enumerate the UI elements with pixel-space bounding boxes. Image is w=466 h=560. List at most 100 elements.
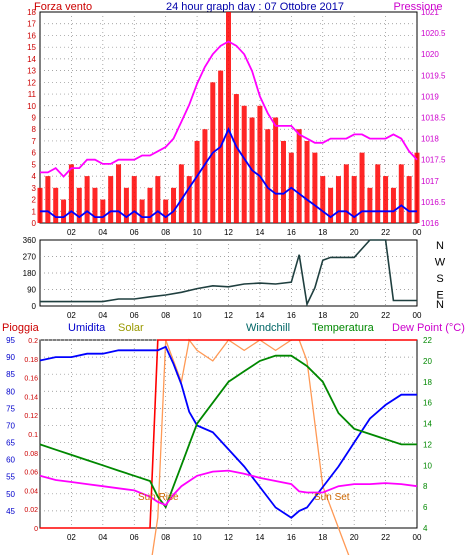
pressure-axis-title: Pressione <box>394 1 443 13</box>
pressure-tick-label: 1017.5 <box>421 156 446 165</box>
rain-tick-label: 0.12 <box>24 413 38 420</box>
wind-gust-bar <box>100 199 106 223</box>
pressure-tick-label: 1021 <box>421 8 439 17</box>
temperature-tick-label: 22 <box>423 336 432 345</box>
rain-tick-label: 0.06 <box>24 470 38 477</box>
wind-tick-label: 10 <box>27 102 36 111</box>
time-tick-label: 16 <box>287 228 296 237</box>
time-tick-label: 06 <box>130 228 139 237</box>
time-tick-label: 10 <box>193 533 202 542</box>
time-tick-label: 20 <box>350 311 359 320</box>
wind-gust-bar <box>257 105 263 223</box>
wind-tick-label: 13 <box>27 67 36 76</box>
legend-humidity: Umidita <box>68 322 106 334</box>
wind-gust-bar <box>37 187 43 223</box>
time-tick-label: 10 <box>193 228 202 237</box>
wind-gust-bar <box>226 12 231 223</box>
wind-gust-bar <box>202 129 208 223</box>
wind-gust-bar <box>406 176 412 223</box>
rain-tick-label: 0.2 <box>28 338 38 345</box>
time-tick-label: 18 <box>318 533 327 542</box>
time-tick-label: 10 <box>193 311 202 320</box>
time-tick-label: 02 <box>67 311 76 320</box>
wind-tick-label: 1 <box>32 207 37 216</box>
wind-tick-label: 0 <box>32 219 37 228</box>
humidity-tick-label: 75 <box>6 404 15 413</box>
wind-gust-bar <box>304 140 310 223</box>
pressure-tick-label: 1020 <box>421 50 439 59</box>
humidity-tick-label: 50 <box>6 490 15 499</box>
wind-tick-label: 5 <box>32 160 37 169</box>
dewpoint-line <box>39 469 418 507</box>
wind-gust-bar <box>53 187 59 223</box>
humidity-tick-label: 90 <box>6 353 15 362</box>
panel-direction-grid <box>40 240 417 306</box>
temperature-tick-label: 18 <box>423 378 432 387</box>
legend-windchill: Windchill <box>246 322 290 334</box>
temperature-tick-label: 6 <box>423 503 428 512</box>
time-tick-label: 06 <box>130 533 139 542</box>
time-tick-label: 22 <box>381 228 390 237</box>
wind-tick-label: 6 <box>32 149 37 158</box>
wind-axis-title: Forza vento <box>34 1 92 13</box>
direction-compass-label: S <box>436 273 443 285</box>
panel-wind-series <box>37 12 420 223</box>
time-tick-label: 12 <box>224 311 233 320</box>
wind-gust-bar <box>186 176 192 223</box>
solar-line <box>150 338 352 560</box>
sunset-label: Sun Set <box>314 492 350 503</box>
wind-tick-label: 12 <box>27 78 36 87</box>
panel-direction-series <box>40 239 417 307</box>
rain-line <box>40 339 417 529</box>
wind-gust-bar <box>108 176 114 223</box>
time-tick-label: 18 <box>318 311 327 320</box>
rain-tick-label: 0.08 <box>24 451 38 458</box>
wind-gust-bar <box>123 187 129 223</box>
rain-tick-label: 0.18 <box>24 357 38 364</box>
wind-tick-label: 3 <box>32 184 37 193</box>
panel-temperature-ticks: 0 0.02 0.04 0.06 0.08 0.1 0.12 0.14 0.16 0.18 0.2 4… <box>6 336 432 542</box>
time-tick-label: 02 <box>67 228 76 237</box>
wind-gust-bar <box>312 152 318 223</box>
time-tick-label: 16 <box>287 311 296 320</box>
temperature-line <box>39 354 417 509</box>
time-tick-label: 04 <box>98 228 107 237</box>
direction-compass-label: E <box>436 290 443 302</box>
pressure-tick-label: 1020.5 <box>421 29 446 38</box>
pressure-tick-label: 1016.5 <box>421 198 446 207</box>
panel-temperature-series <box>39 338 418 560</box>
humidity-tick-label: 45 <box>6 507 15 516</box>
humidity-tick-label: 60 <box>6 456 15 465</box>
wind-gust-bar <box>265 129 271 223</box>
legend-rain: Pioggia <box>2 322 40 334</box>
wind-gust-bar <box>45 176 51 223</box>
pressure-tick-label: 1018 <box>421 135 439 144</box>
direction-compass-label: N <box>436 240 444 252</box>
wind-gust-bar <box>131 176 137 223</box>
wind-tick-label: 11 <box>28 90 37 99</box>
wind-gust-bar <box>398 164 404 223</box>
pressure-tick-label: 1019 <box>421 92 439 101</box>
wind-gust-bar <box>390 187 396 223</box>
wind-tick-label: 9 <box>32 114 37 123</box>
wind-gust-bar <box>194 140 200 223</box>
wind-gust-bar <box>273 117 279 223</box>
wind-gust-bar <box>171 187 177 223</box>
wind-gust-bar <box>233 94 239 223</box>
time-tick-label: 16 <box>287 533 296 542</box>
time-tick-label: 00 <box>413 311 422 320</box>
panel-temperature-grid <box>40 339 417 528</box>
time-tick-label: 06 <box>130 311 139 320</box>
temperature-tick-label: 12 <box>423 440 432 449</box>
wind-gust-bar <box>163 199 169 223</box>
time-tick-label: 14 <box>255 533 264 542</box>
direction-compass-label: W <box>435 257 446 269</box>
graph-title: 24 hour graph day : 07 Ottobre 2017 <box>166 1 344 13</box>
wind-tick-label: 8 <box>32 125 37 134</box>
time-tick-label: 12 <box>224 228 233 237</box>
direction-tick-label: 270 <box>23 253 37 262</box>
time-tick-label: 04 <box>98 533 107 542</box>
wind-gust-bar <box>359 152 365 223</box>
